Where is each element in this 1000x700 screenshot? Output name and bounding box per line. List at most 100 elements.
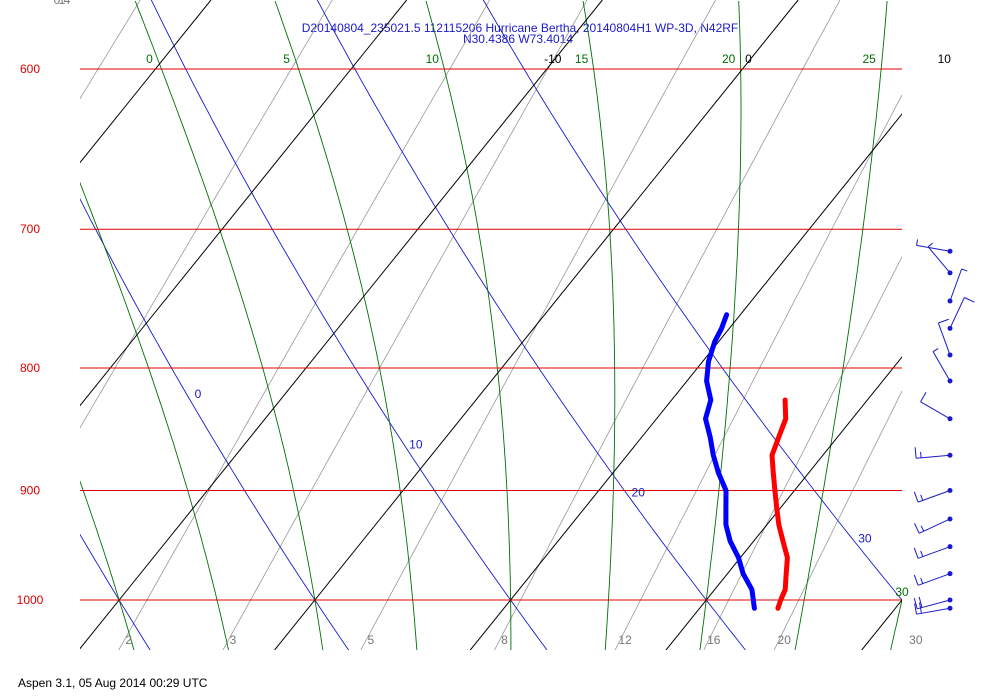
mixing-ratio-line [80, 0, 333, 429]
mixing-ratio-lines [0, 0, 1000, 650]
dry-adiabat-label: 0 [195, 387, 202, 401]
dry-adiabat [80, 198, 349, 650]
moist-adiabat [80, 480, 135, 650]
dry-adiabat [80, 533, 151, 650]
isotherm [861, 599, 902, 650]
wind-barb [916, 239, 953, 254]
wind-barb-staff [920, 401, 951, 420]
moist-adiabat [890, 598, 902, 650]
wind-barb-half-flag [920, 550, 924, 557]
dry-adiabat-label: 10 [409, 437, 423, 451]
pressure-tick-label: 600 [20, 62, 40, 76]
isotherm [80, 0, 408, 407]
wind-barb-half-flag [916, 239, 919, 246]
wind-barb-flag [913, 574, 919, 586]
wind-barb-half-flag [961, 268, 968, 272]
dry-adiabat-label: 30 [858, 531, 872, 545]
mixing-ratio-line [906, 0, 1000, 650]
moist-adiabat [699, 0, 742, 650]
moist-adiabat-label: 0 [146, 52, 153, 66]
isotherm-tick-label: -10 [544, 52, 562, 66]
mixing-ratio-label: 1 [59, 0, 66, 7]
wind-barb [914, 602, 953, 615]
wind-barb-flag [913, 547, 919, 559]
mixing-ratio-label: 8 [501, 633, 508, 647]
wind-barb-staff [949, 268, 963, 302]
mixing-ratio-label: 0.4 [54, 0, 71, 7]
dry-adiabat [482, 0, 902, 601]
wind-barb-staff [917, 573, 951, 586]
mixing-ratio-line [703, 255, 902, 650]
wind-barb-flag [913, 598, 918, 609]
moist-adiabat-label: 10 [426, 52, 440, 66]
mixing-ratio-label: 2 [125, 633, 132, 647]
wind-barb-staff [917, 546, 951, 559]
axis-labels: 6007008009001000-10010203001020300510152… [17, 0, 952, 647]
wind-barb-staff [932, 351, 951, 382]
wind-barb-staff [917, 490, 951, 503]
temperature-profile [769, 397, 790, 611]
wind-barb-half-flag [920, 451, 922, 458]
pressure-tick-label: 700 [20, 222, 40, 236]
mixing-ratio-label: 12 [618, 633, 632, 647]
wind-barb-flag [914, 447, 917, 459]
moist-adiabats [0, 0, 1000, 651]
wind-barb-half-flag [932, 348, 939, 352]
pressure-tick-label: 900 [20, 483, 40, 497]
isotherm [80, 0, 212, 164]
mixing-ratio-line [773, 390, 902, 650]
moist-adiabat-label: 5 [283, 52, 290, 66]
moist-adiabat-label: 15 [575, 52, 589, 66]
wind-barb-staff [927, 246, 951, 274]
pressure-tick-label: 800 [20, 361, 40, 375]
wind-barb-staff [916, 244, 951, 252]
moist-adiabat [0, 1, 39, 651]
footer-timestamp: Aspen 3.1, 05 Aug 2014 00:29 UTC [18, 676, 208, 690]
moist-adiabat [425, 0, 512, 650]
dry-adiabat-label: 20 [632, 486, 646, 500]
wind-barb-half-flag [920, 525, 925, 532]
moist-adiabat [80, 181, 230, 650]
isotherm [80, 0, 603, 650]
wind-barb-staff [916, 454, 951, 459]
mixing-ratio-line [118, 0, 491, 650]
wind-barb [927, 242, 953, 276]
mixing-ratio-line [0, 0, 6, 650]
moist-adiabat [134, 0, 324, 650]
wind-barb [937, 318, 953, 358]
mixing-ratio-line [494, 0, 841, 650]
mixing-ratio-label: 30 [909, 633, 923, 647]
wind-barb [932, 348, 953, 384]
wind-barb-staff [917, 599, 951, 610]
wind-barb-flag [914, 523, 920, 534]
mixing-ratio-label: 3 [230, 633, 237, 647]
isotherm-tick-label: 10 [938, 52, 952, 66]
wind-barb-flag [938, 318, 949, 324]
dry-adiabats [80, 0, 902, 650]
moist-adiabat [987, 1, 1000, 651]
pressure-tick-label: 1000 [17, 593, 44, 607]
wind-barb-half-flag [927, 242, 934, 248]
wind-barb-flag [920, 391, 927, 403]
isobars [80, 68, 902, 601]
wind-barb-staff [949, 297, 965, 329]
moist-adiabat [582, 0, 616, 650]
wind-barb-half-flag [920, 577, 924, 584]
wind-barb [947, 268, 968, 304]
moist-adiabat [794, 0, 888, 650]
chart-title-line-1: D20140804_235021.5 112115206 Hurricane B… [301, 21, 739, 35]
chart-title-line-2: N30.4386 W73.4014 [462, 32, 574, 46]
wind-barb [920, 391, 953, 422]
mixing-ratio-label: 5 [367, 633, 374, 647]
wind-barb-staff [916, 607, 951, 615]
isotherm [469, 113, 902, 650]
sounding-profiles [703, 312, 790, 611]
dewpoint-profile [703, 312, 757, 611]
isotherm [274, 0, 799, 650]
moist-adiabat [274, 0, 418, 650]
wind-barb [913, 487, 953, 503]
wind-barb-staff [918, 518, 951, 534]
wind-barb [913, 571, 953, 586]
mixing-ratio-label: 16 [707, 633, 721, 647]
